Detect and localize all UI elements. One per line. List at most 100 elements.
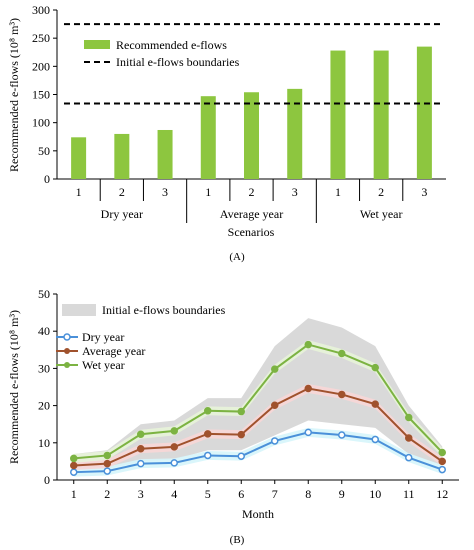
legend-label-boundaries: Initial e-flows boundaries [116,55,240,69]
chart-b-point [405,413,413,422]
chart-b-point [103,467,111,475]
chart-a-legend: Recommended e-flows Initial e-flows boun… [84,38,240,69]
legend-swatch-band [62,304,96,316]
chart-b-y-tick-label: 10 [38,436,50,450]
chart-b-point [271,437,279,445]
chart-b-y-tick-label: 50 [38,287,50,301]
chart-b-x-tick-label: 2 [104,487,110,501]
chart-a-category-label: 2 [249,185,255,199]
chart-b-point [338,431,346,439]
chart-b-point [204,451,212,460]
chart-b-point [304,340,312,349]
chart-b-x-tick-label: 6 [238,487,244,501]
chart-b-point [371,363,379,372]
chart-b-point [304,428,312,437]
chart-b-point [438,465,446,474]
chart-b-point [237,407,245,416]
chart-a-x-axis-title: Scenarios [228,225,275,239]
chart-b-series-line [73,431,443,474]
chart-b-point [204,407,212,415]
chart-b-point [103,451,111,460]
chart-b-y-tick-label: 20 [38,399,50,413]
chart-a-y-tick-label: 300 [32,3,50,17]
chart-a-bar [416,46,432,179]
chart-b-point [271,365,279,373]
chart-a-recommended-eflows-by-scenario: 0 50 100 150 200 250 300 1 2 3 Dry year 1 2 3 Average … [7,3,446,263]
chart-b-point [70,468,78,476]
chart-b-point [438,448,446,457]
chart-b-point [371,435,379,444]
legend-label-band: Initial e-flows boundaries [102,303,226,317]
chart-b-series-shade [73,384,443,470]
chart-a-y-tick-label: 50 [38,144,50,158]
chart-b-point [304,384,312,393]
chart-b-point [137,430,145,438]
chart-b-x-tick-label: 8 [305,487,311,501]
legend-label-average-year: Average year [82,344,145,358]
chart-a-plot-area: 0 50 100 150 200 250 300 1 2 3 Dry year 1 2 3 Average … [32,3,446,223]
chart-a-bar [287,88,303,179]
chart-a-group-label: Average year [220,207,283,221]
chart-b-point [170,459,178,467]
chart-a-y-tick-label: 150 [32,88,50,102]
chart-b-point [405,434,413,442]
chart-b-point [103,459,111,468]
chart-a-category-label: 3 [421,185,427,199]
chart-b-point [237,430,245,439]
chart-b-point [137,445,145,453]
chart-b-panel-label: (B) [230,534,245,546]
chart-a-bar [330,50,346,180]
legend-label-dry-year: Dry year [82,330,124,344]
chart-b-x-tick-label: 5 [205,487,211,501]
chart-b-point [271,401,279,409]
chart-b-point [438,457,446,466]
legend-marker-dry-year [63,333,71,341]
chart-a-category-label: 1 [205,185,211,199]
legend-label-recommended: Recommended e-flows [116,38,227,52]
legend-label-wet-year: Wet year [82,358,125,372]
chart-a-category-label: 3 [292,185,298,199]
chart-b-y-tick-label: 40 [38,324,50,338]
chart-b-y-axis-title: Recommended e-flows (10⁸ m³) [7,310,21,464]
chart-a-panel-label: (A) [229,251,245,263]
chart-b-series-line [73,343,443,460]
chart-b-point [371,400,379,408]
chart-a-group-label: Wet year [360,207,403,221]
chart-a-category-label: 1 [335,185,341,199]
chart-b-x-tick-label: 12 [436,487,448,501]
chart-b-x-axis-title: Month [242,507,274,521]
chart-b-point [170,443,178,451]
chart-b-point [338,390,346,399]
chart-b-point [70,454,78,463]
chart-b-y-tick-label: 30 [38,361,50,375]
chart-b-x-tick-label: 9 [339,487,345,501]
chart-a-category-label: 2 [119,185,125,199]
chart-b-point [405,453,413,462]
chart-a-group-label: Dry year [101,207,143,221]
chart-b-series-shade [73,427,443,477]
chart-b-x-tick-label: 4 [171,487,177,501]
chart-a-y-tick-label: 250 [32,31,50,45]
chart-a-y-tick-label: 0 [44,172,50,186]
chart-b-point [204,430,212,438]
legend-marker-wet-year [64,362,70,368]
chart-b-x-tick-label: 11 [403,487,415,501]
legend-swatch-recommended [84,40,110,49]
chart-b-x-tick-label: 3 [138,487,144,501]
chart-b-x-tick-label: 10 [369,487,381,501]
chart-a-bar [373,50,389,180]
chart-b-point [170,427,178,435]
chart-b-point [137,459,145,468]
chart-a-bar [71,137,87,179]
chart-b-x-tick-label: 1 [71,487,77,501]
chart-b-x-tick-label: 7 [272,487,278,501]
chart-a-y-tick-label: 200 [32,59,50,73]
chart-b-point [237,452,245,460]
chart-a-bar [244,92,259,179]
chart-b-y-tick-label: 0 [44,473,50,487]
chart-a-bar [114,133,130,179]
chart-a-bar [200,96,216,179]
chart-b-point [338,349,346,358]
